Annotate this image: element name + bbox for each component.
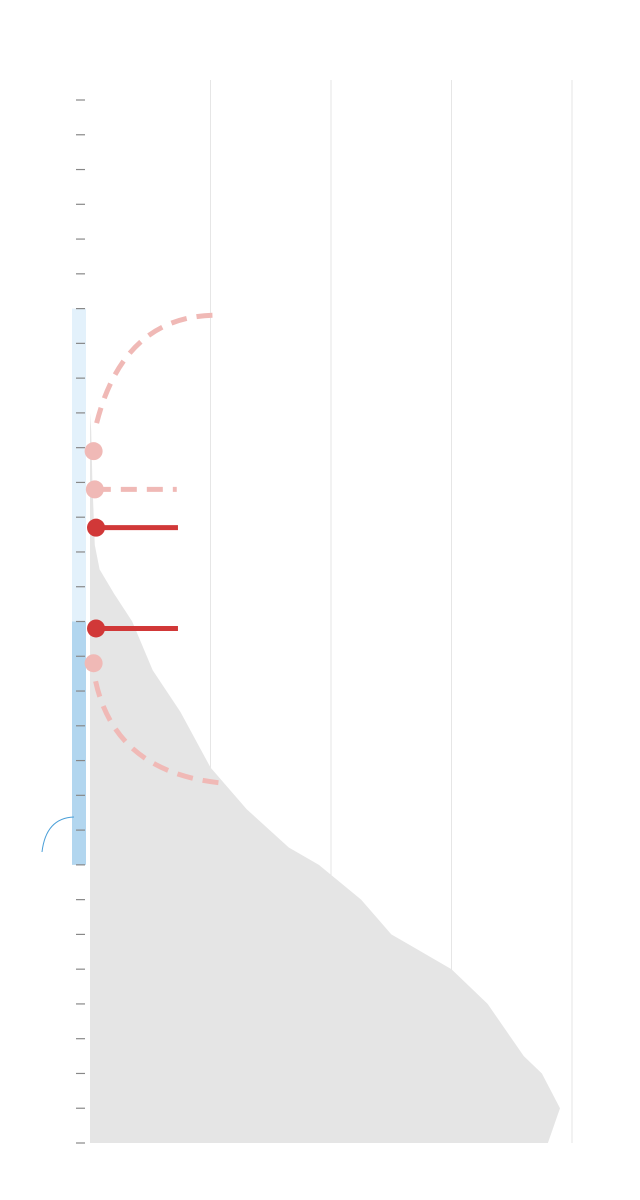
band-layer — [72, 308, 86, 865]
deco-layer — [41, 816, 75, 853]
marker-point-light — [84, 654, 103, 673]
marker-point-light — [85, 480, 104, 499]
marker-arc-dashed — [93, 680, 224, 786]
marker-layer — [84, 312, 224, 786]
y-axis-ticks — [76, 99, 85, 1144]
band-dark — [72, 621, 86, 865]
area-series — [90, 100, 560, 1143]
annotation-arc — [41, 816, 75, 853]
marker-point-strong — [87, 518, 106, 537]
band-light — [72, 308, 86, 622]
marker-point-strong — [87, 619, 106, 638]
area-layer — [90, 100, 560, 1143]
marker-point-light — [84, 442, 103, 461]
marker-arc-dashed — [94, 312, 216, 424]
